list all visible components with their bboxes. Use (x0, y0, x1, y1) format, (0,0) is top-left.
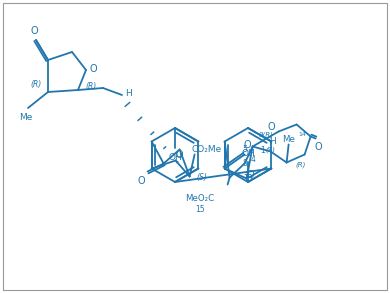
Text: 15: 15 (195, 205, 204, 214)
Text: Me: Me (282, 135, 295, 144)
Text: (R): (R) (30, 79, 42, 88)
Text: 14: 14 (299, 132, 307, 137)
Text: H: H (269, 137, 276, 146)
Text: (R): (R) (296, 161, 306, 168)
Text: 5: 5 (243, 144, 247, 154)
Text: O: O (247, 169, 254, 180)
Text: Me: Me (20, 113, 33, 122)
Text: OH: OH (241, 149, 255, 158)
Text: 4: 4 (250, 155, 255, 164)
Text: O: O (244, 141, 252, 151)
Text: (S): (S) (196, 173, 207, 182)
Text: 13: 13 (243, 174, 252, 183)
Text: O: O (89, 64, 97, 74)
Text: 9(R): 9(R) (259, 131, 274, 138)
Text: O: O (268, 122, 275, 132)
Text: (R): (R) (85, 83, 97, 91)
Text: CO₂Me: CO₂Me (191, 145, 222, 154)
Text: 1: 1 (260, 146, 265, 155)
Text: O: O (138, 176, 145, 185)
Text: (S): (S) (266, 146, 276, 153)
Text: O: O (315, 142, 323, 152)
Text: O: O (30, 26, 38, 36)
Text: H: H (126, 89, 132, 98)
Text: OH: OH (168, 152, 182, 161)
Text: 8: 8 (243, 159, 247, 168)
Text: O: O (176, 151, 183, 161)
Text: MeO₂C: MeO₂C (185, 194, 214, 203)
